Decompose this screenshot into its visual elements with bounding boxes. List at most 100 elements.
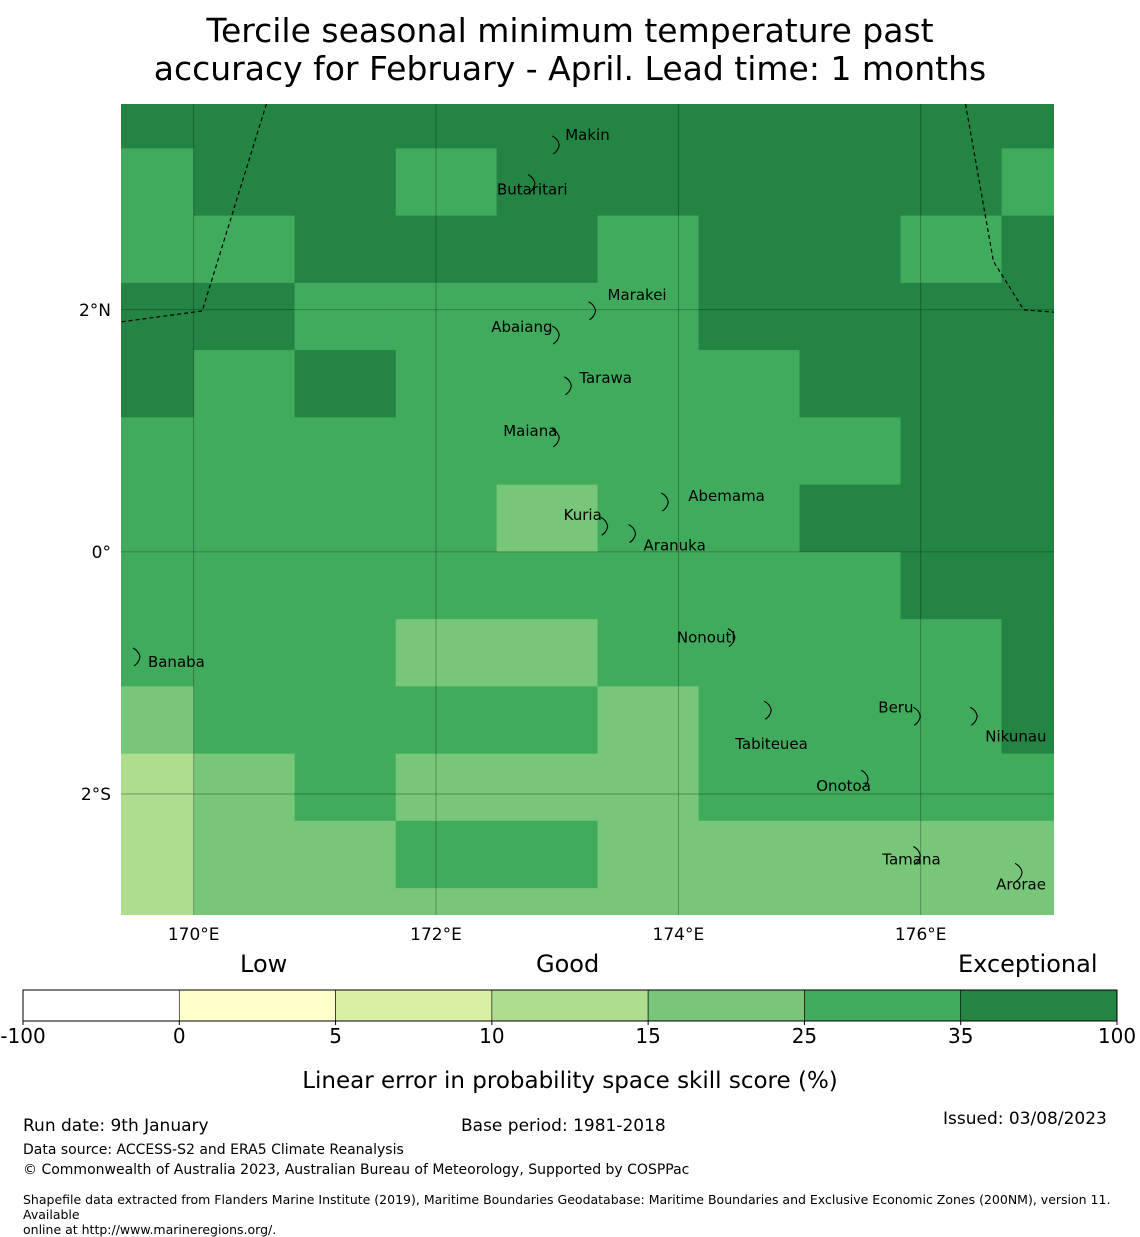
skill-cell bbox=[698, 282, 801, 351]
skill-cell bbox=[395, 148, 498, 217]
shapefile-credit: Shapefile data extracted from Flanders M… bbox=[23, 1192, 1140, 1237]
skill-cell bbox=[193, 551, 296, 620]
skill-cell bbox=[1001, 484, 1054, 553]
skill-cell bbox=[294, 282, 397, 351]
skill-cell bbox=[597, 148, 700, 217]
skill-cell bbox=[294, 820, 397, 889]
skill-cell bbox=[698, 753, 801, 822]
colorbar-tick-label: 5 bbox=[329, 1024, 342, 1048]
axis-ticks: 170°E 172°E 174°E 176°E 2°N 0° 2°S bbox=[79, 301, 947, 945]
island-outline bbox=[600, 516, 609, 536]
skill-cell bbox=[1001, 350, 1054, 418]
island-outline bbox=[913, 706, 921, 726]
skill-cell bbox=[799, 350, 902, 418]
skill-cell bbox=[294, 148, 397, 217]
island-outline bbox=[564, 376, 572, 396]
island-label: Maiana bbox=[503, 422, 557, 440]
skill-cell bbox=[121, 820, 195, 889]
island-outline bbox=[860, 769, 869, 789]
skill-cell bbox=[496, 484, 599, 553]
skill-cell bbox=[496, 753, 599, 822]
skill-cell bbox=[799, 551, 902, 620]
colorbar-segment bbox=[647, 989, 805, 1022]
skill-cell bbox=[597, 417, 700, 486]
skill-cell bbox=[597, 753, 700, 822]
skill-cell bbox=[1001, 104, 1054, 150]
island-outline bbox=[588, 301, 597, 321]
map-title: Tercile seasonal minimum temperature pas… bbox=[0, 12, 1140, 88]
skill-grid bbox=[121, 104, 1054, 915]
skill-cell bbox=[597, 282, 700, 351]
map-and-colorbar: Makin Butaritari Marakei Abaiang Tarawa Maian… bbox=[0, 104, 1136, 1048]
skill-cell bbox=[121, 215, 195, 284]
skill-cell bbox=[395, 888, 498, 915]
skill-cell bbox=[496, 686, 599, 755]
skill-cell bbox=[294, 888, 397, 915]
skill-cell bbox=[1001, 417, 1054, 486]
skill-cell bbox=[121, 551, 195, 620]
skill-cell bbox=[597, 104, 700, 150]
data-source: Data source: ACCESS-S2 and ERA5 Climate … bbox=[23, 1142, 404, 1158]
colorbar-segment bbox=[178, 989, 336, 1022]
skill-cell bbox=[193, 484, 296, 553]
colorbar-segment bbox=[491, 989, 649, 1022]
island-label: Marakei bbox=[608, 286, 667, 304]
skill-cell bbox=[1001, 148, 1054, 217]
skill-cell bbox=[597, 888, 700, 915]
skill-cell bbox=[395, 104, 498, 150]
skill-cell bbox=[395, 820, 498, 889]
island-outline bbox=[132, 647, 141, 667]
colorbar-tick-label: 10 bbox=[479, 1024, 504, 1048]
map-title-line1: Tercile seasonal minimum temperature pas… bbox=[206, 11, 934, 50]
issued-date: Issued: 03/08/2023 bbox=[943, 1109, 1107, 1129]
skill-cell bbox=[799, 148, 902, 217]
skill-cell bbox=[121, 104, 195, 150]
skill-cell bbox=[900, 888, 1003, 915]
skill-cell bbox=[496, 148, 599, 217]
skill-cell bbox=[1001, 282, 1054, 351]
eez-boundary-line bbox=[964, 104, 1054, 313]
skill-cell bbox=[698, 104, 801, 150]
island-label: Makin bbox=[565, 126, 610, 144]
skill-cell bbox=[193, 350, 296, 418]
colorbar: -100 0 5 10 15 25 35 100 bbox=[0, 989, 1136, 1048]
skill-cell bbox=[294, 686, 397, 755]
skill-cell bbox=[193, 753, 296, 822]
skill-cell bbox=[121, 619, 195, 687]
skill-cell bbox=[193, 215, 296, 284]
island-outline bbox=[727, 628, 736, 648]
island-label: Butaritari bbox=[497, 181, 568, 199]
skill-cell bbox=[900, 820, 1003, 889]
colorbar-axis-label: Linear error in probability space skill … bbox=[302, 1068, 838, 1094]
skill-cell bbox=[496, 417, 599, 486]
skill-cell bbox=[395, 350, 498, 418]
skill-cell bbox=[698, 148, 801, 217]
skill-cell bbox=[1001, 619, 1054, 687]
skill-cell bbox=[496, 820, 599, 889]
skill-cell bbox=[698, 551, 801, 620]
skill-cell bbox=[193, 104, 296, 150]
skill-cell bbox=[395, 619, 498, 687]
skill-cell bbox=[597, 551, 700, 620]
skill-cell bbox=[395, 484, 498, 553]
island-outline bbox=[661, 492, 669, 512]
island-outline bbox=[763, 700, 772, 720]
island-outline bbox=[551, 428, 560, 448]
skill-cell bbox=[698, 484, 801, 553]
island-outline bbox=[913, 845, 921, 865]
colorbar-tick-label: -100 bbox=[0, 1024, 45, 1048]
run-date: Run date: 9th January bbox=[23, 1116, 209, 1136]
island-label: Tarawa bbox=[578, 369, 632, 387]
skill-cell bbox=[698, 820, 801, 889]
island-layer: Makin Butaritari Marakei Abaiang Tarawa Maian… bbox=[132, 126, 1047, 893]
y-tick-label: 2°N bbox=[79, 301, 111, 321]
skill-cell bbox=[698, 215, 801, 284]
skill-cell bbox=[799, 484, 902, 553]
colorbar-segment bbox=[804, 989, 962, 1022]
skill-cell bbox=[900, 484, 1003, 553]
skill-cell bbox=[799, 104, 902, 150]
shapefile-credit-line1: Shapefile data extracted from Flanders M… bbox=[23, 1192, 1111, 1222]
island-outline bbox=[969, 706, 978, 726]
skill-cell bbox=[193, 619, 296, 687]
colorbar-tick-label: 25 bbox=[792, 1024, 817, 1048]
